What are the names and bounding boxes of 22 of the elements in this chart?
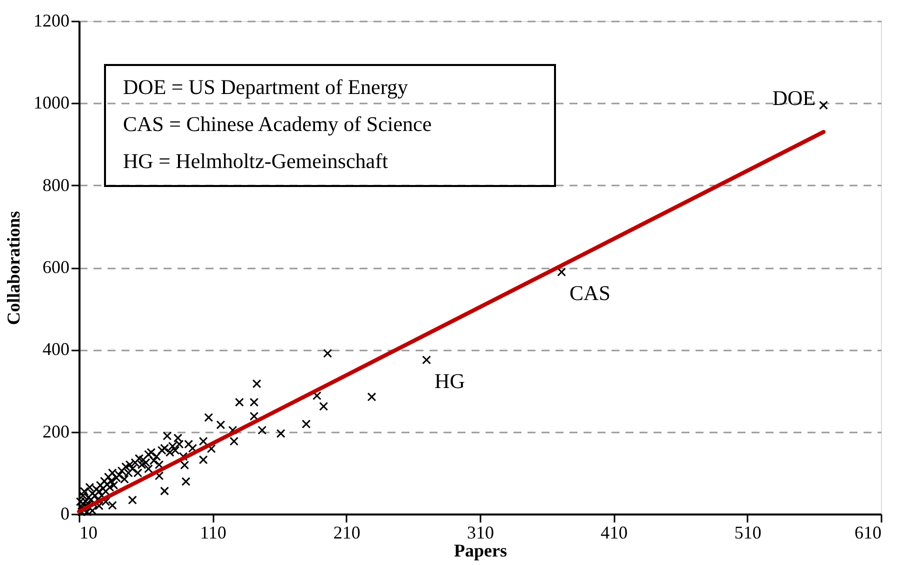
x-tick-label: 610 xyxy=(854,522,882,542)
y-tick-label: 1200 xyxy=(34,10,70,30)
x-tick-label: 10 xyxy=(80,522,98,542)
annotation: DOE = US Department of Energy xyxy=(123,75,408,99)
y-tick-label: 400 xyxy=(42,339,70,360)
y-axis-title: Collaborations xyxy=(4,210,24,326)
x-axis-title: Papers xyxy=(454,540,507,560)
y-tick-label: 200 xyxy=(42,421,70,442)
annotation: HG xyxy=(434,368,465,393)
annotation: CAS = Chinese Academy of Science xyxy=(123,112,432,136)
x-tick-label: 310 xyxy=(467,522,494,542)
x-tick-label: 110 xyxy=(200,522,226,542)
x-tick-label: 510 xyxy=(734,522,762,542)
y-tick-label: 1000 xyxy=(34,92,70,113)
x-tick-label: 210 xyxy=(333,522,360,542)
x-tick-label: 410 xyxy=(600,522,628,542)
y-tick-label: 600 xyxy=(42,257,70,277)
annotation: HG = Helmholtz-Gemeinschaft xyxy=(123,149,388,173)
annotation: DOE xyxy=(772,86,816,110)
annotation: CAS xyxy=(570,281,610,306)
y-tick-label: 800 xyxy=(42,174,70,195)
y-tick-label: 0 xyxy=(60,504,70,524)
